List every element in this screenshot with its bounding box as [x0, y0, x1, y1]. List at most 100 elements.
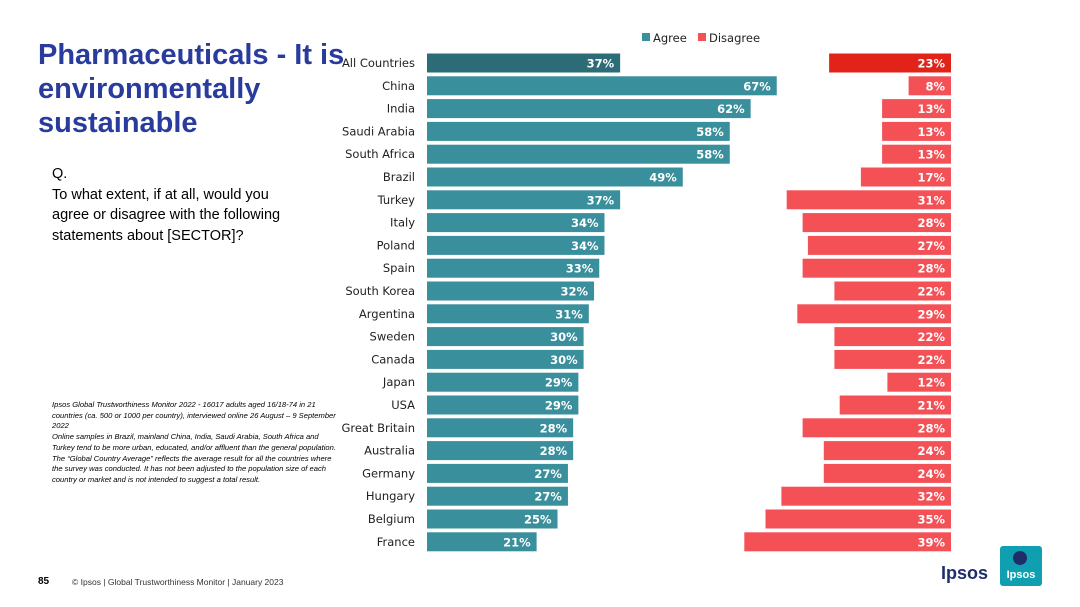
question-block: Q. To what extent, if at all, would you …: [52, 164, 292, 246]
disagree-bar: [882, 144, 951, 164]
disagree-bar: [882, 99, 951, 119]
agree-value-label: 37%: [587, 193, 615, 207]
disagree-bar: [802, 418, 951, 438]
logo-text: Ipsos: [1006, 569, 1036, 581]
disagree-value-label: 28%: [917, 421, 945, 435]
agree-value-label: 58%: [696, 125, 724, 139]
category-label: Argentina: [359, 307, 415, 321]
disagree-value-label: 27%: [917, 239, 945, 253]
disagree-value-label: 22%: [917, 330, 945, 344]
category-label: Italy: [390, 216, 415, 230]
agree-bar: [427, 99, 751, 119]
category-label: Canada: [371, 352, 415, 366]
disagree-value-label: 31%: [917, 193, 945, 207]
disagree-bar: [781, 486, 951, 506]
slide-title: Pharmaceuticals - It is environmentally …: [38, 39, 345, 139]
disagree-value-label: 24%: [917, 444, 945, 458]
agree-value-label: 25%: [524, 513, 552, 527]
ipsos-logo: Ipsos: [1000, 546, 1042, 586]
disagree-bar: [834, 327, 951, 347]
agree-value-label: 31%: [555, 307, 583, 321]
agree-value-label: 29%: [545, 399, 573, 413]
agree-value-label: 34%: [571, 216, 599, 230]
agree-value-label: 58%: [696, 148, 724, 162]
legend-label-disagree: Disagree: [709, 31, 760, 45]
disagree-bar: [887, 372, 951, 392]
agree-value-label: 33%: [566, 262, 594, 276]
agree-bar: [427, 532, 537, 552]
agree-value-label: 28%: [540, 421, 568, 435]
category-label: Poland: [377, 238, 415, 252]
disagree-bar: [908, 76, 951, 96]
agree-bar: [427, 121, 730, 141]
agree-bar: [427, 509, 558, 529]
agree-bar: [427, 76, 777, 96]
question-text: To what extent, if at all, would you agr…: [52, 186, 281, 244]
category-label: Great Britain: [341, 421, 415, 435]
agree-bar: [427, 463, 568, 483]
agree-value-label: 29%: [545, 376, 573, 390]
disagree-value-label: 22%: [917, 285, 945, 299]
agree-bar: [427, 395, 579, 415]
agree-bar: [427, 418, 574, 438]
agree-value-label: 32%: [561, 285, 589, 299]
disagree-bar: [829, 53, 951, 73]
legend-swatch-disagree: [698, 33, 706, 41]
agree-value-label: 30%: [550, 330, 578, 344]
disagree-bar: [797, 304, 951, 324]
disagree-bar: [765, 509, 951, 529]
disagree-value-label: 13%: [917, 102, 945, 116]
disagree-bar: [802, 213, 951, 233]
category-label: Belgium: [368, 512, 415, 526]
logo-dot: [1013, 551, 1027, 565]
agree-value-label: 62%: [717, 102, 745, 116]
category-label: USA: [391, 398, 415, 412]
agree-bar: [427, 235, 605, 255]
disagree-value-label: 24%: [917, 467, 945, 481]
agree-value-label: 28%: [540, 444, 568, 458]
agree-value-label: 27%: [534, 490, 562, 504]
agree-bar: [427, 167, 683, 187]
agree-value-label: 30%: [550, 353, 578, 367]
category-label: Germany: [362, 466, 415, 480]
disagree-bar: [860, 167, 951, 187]
disagree-bar: [744, 532, 951, 552]
disagree-bar: [786, 190, 951, 210]
agree-bar: [427, 304, 589, 324]
disagree-value-label: 32%: [917, 490, 945, 504]
brand-wordmark: Ipsos: [941, 563, 989, 583]
disagree-value-label: 13%: [917, 125, 945, 139]
agree-value-label: 67%: [743, 79, 771, 93]
disagree-bar: [807, 235, 951, 255]
page-number: 85: [38, 576, 50, 587]
disagree-bar: [823, 463, 951, 483]
agree-bar: [427, 190, 621, 210]
methodology-notes: Ipsos Global Trustworthiness Monitor 202…: [52, 400, 342, 486]
disagree-value-label: 29%: [917, 307, 945, 321]
agree-value-label: 34%: [571, 239, 599, 253]
category-label: Turkey: [377, 193, 416, 207]
disagree-value-label: 23%: [917, 57, 945, 71]
agree-bar: [427, 327, 584, 347]
category-label: Spain: [383, 261, 415, 275]
agree-value-label: 49%: [649, 171, 677, 185]
disagree-value-label: 35%: [917, 513, 945, 527]
disagree-value-label: 12%: [917, 376, 945, 390]
agree-bar: [427, 213, 605, 233]
legend-swatch-agree: [642, 33, 650, 41]
agree-value-label: 21%: [503, 535, 531, 549]
category-label: All Countries: [342, 56, 415, 70]
disagree-value-label: 28%: [917, 216, 945, 230]
note-global-average: The “Global Country Average” reflects th…: [52, 453, 332, 484]
note-online-samples: Online samples in Brazil, mainland China…: [52, 432, 336, 452]
category-label: Sweden: [370, 330, 415, 344]
category-label: South Africa: [345, 147, 415, 161]
agree-bar: [427, 349, 584, 369]
disagree-value-label: 28%: [917, 262, 945, 276]
disagree-value-label: 39%: [917, 535, 945, 549]
disagree-bar: [882, 121, 951, 141]
category-label: France: [377, 535, 415, 549]
disagree-value-label: 22%: [917, 353, 945, 367]
agree-value-label: 27%: [534, 467, 562, 481]
